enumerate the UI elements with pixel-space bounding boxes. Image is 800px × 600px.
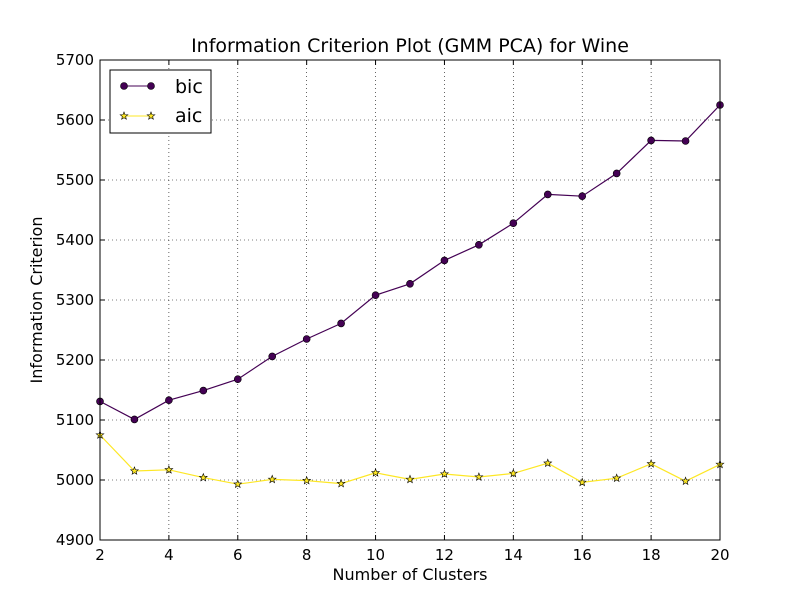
y-tick-label: 5400 [56,231,94,249]
data-point-aic [439,469,450,478]
y-tick-label: 5500 [56,171,94,189]
x-tick-label: 12 [435,546,454,564]
legend-label-aic: aic [175,105,202,127]
y-tick-label: 5600 [56,111,94,129]
data-point-aic [336,478,346,488]
data-point-bic [165,396,173,405]
data-point-bic [475,241,483,249]
x-tick-label: 20 [710,546,729,564]
x-tick-label: 16 [573,546,592,564]
data-point-bic [199,386,208,395]
y-tick-label: 4900 [56,531,94,549]
data-point-aic [129,466,140,475]
ticks: 2 4 6 8 10 12 14 16 18 20 4900 5000 5100 5200 5300 5400… [56,51,730,564]
data-point-aic [646,458,656,468]
data-point-aic [302,475,312,485]
legend-marker-bic [147,82,155,90]
data-point-bic [647,136,655,145]
data-point-aic [233,479,243,489]
data-point-bic [337,319,345,328]
x-tick-label: 14 [504,546,523,564]
data-point-bic [233,375,242,384]
legend-marker-aic [146,111,156,120]
data-point-bic [406,279,414,288]
data-point-bic [681,137,690,145]
y-tick-label: 5700 [56,51,94,69]
x-tick-label: 2 [95,546,105,564]
y-tick-label: 5200 [56,351,94,369]
data-point-bic [130,415,139,424]
data-point-bic [509,219,518,227]
data-point-aic [543,458,553,468]
data-point-aic [198,472,208,482]
x-tick-label: 8 [302,546,312,564]
data-point-bic [578,192,587,200]
legend-label-bic: bic [175,76,203,98]
y-tick-label: 5100 [56,411,94,429]
data-point-bic [371,291,380,300]
x-tick-label: 18 [642,546,661,564]
data-point-bic [543,190,552,199]
data-point-aic [612,473,622,483]
x-tick-label: 4 [164,546,174,564]
data-point-aic [680,476,691,486]
chart-title: Information Criterion Plot (GMM PCA) for… [191,35,629,57]
data-point-aic [267,474,277,484]
data-point-aic [405,474,415,484]
x-axis-label: Number of Clusters [333,565,488,584]
data-point-bic [302,335,311,343]
legend-marker-aic [119,111,129,120]
data-point-bic [268,352,277,361]
y-tick-label: 5000 [56,471,94,489]
data-point-aic [474,472,484,481]
series-layer [95,101,725,489]
x-tick-label: 6 [233,546,243,564]
data-point-bic [612,169,621,178]
data-point-aic [577,477,587,487]
legend-marker-bic [120,82,128,90]
y-tick-label: 5300 [56,291,94,309]
data-point-bic [440,256,449,265]
y-axis-label: Information Criterion [27,217,46,384]
data-point-aic [164,464,174,474]
legend-frame [109,69,212,134]
data-point-aic [370,467,381,477]
legend: bic aic [109,69,212,134]
x-tick-label: 10 [366,546,385,564]
data-point-aic [508,468,518,478]
